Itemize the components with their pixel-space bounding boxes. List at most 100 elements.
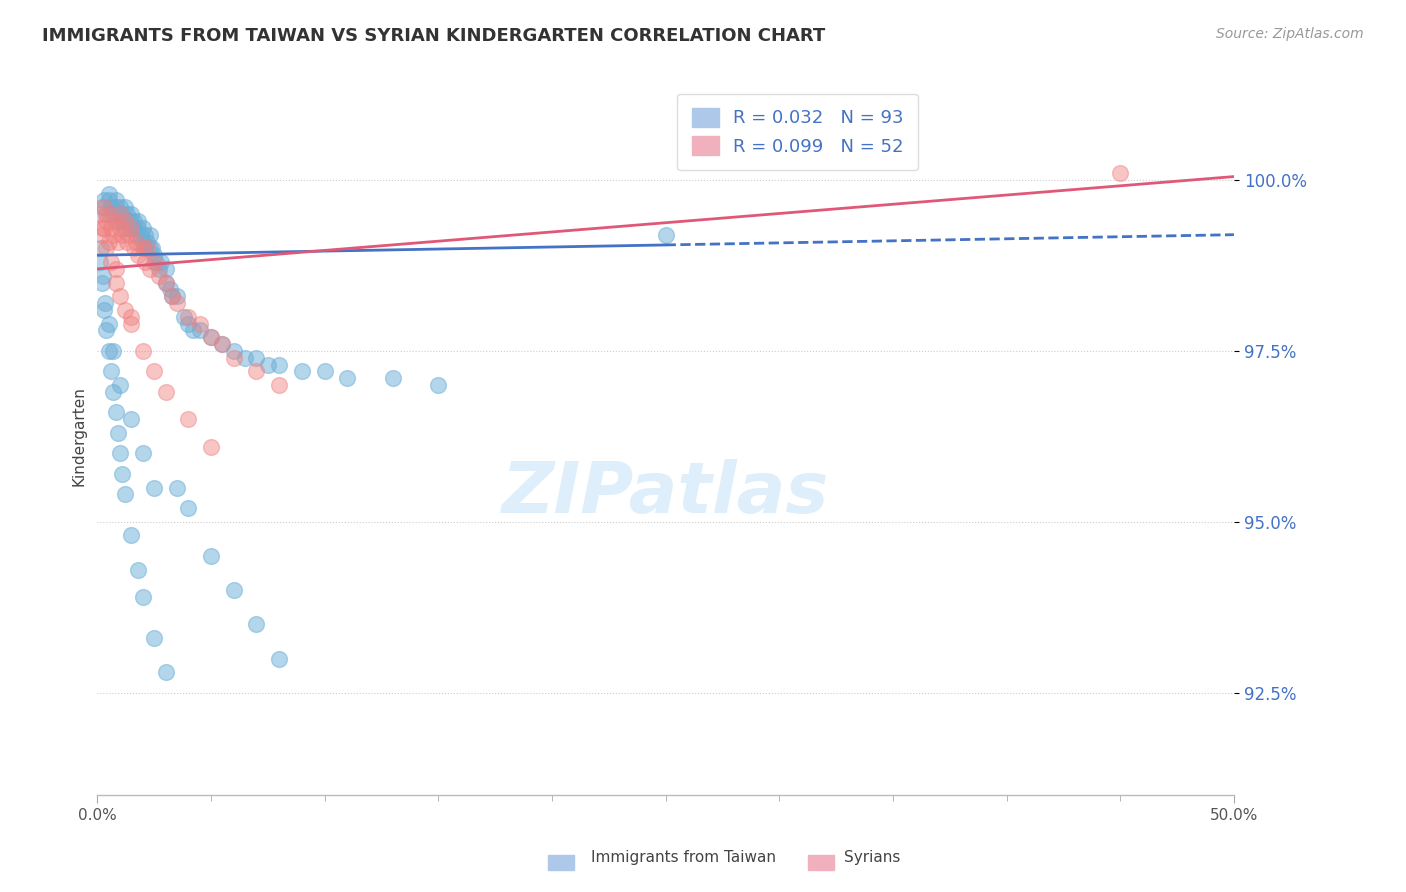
Point [245,364,267,378]
Point [107,425,129,440]
Text: Syrians: Syrians [844,850,900,865]
Point [291,364,314,378]
Text: IMMIGRANTS FROM TAIWAN VS SYRIAN KINDERGARTEN CORRELATION CHART: IMMIGRANTS FROM TAIWAN VS SYRIAN KINDERG… [42,27,825,45]
Point [136,235,159,249]
Point [91,268,114,283]
Point [233,351,256,365]
Point [200,549,222,563]
Point [103,227,125,242]
Point [103,384,125,399]
Point [269,358,291,372]
Point [143,255,166,269]
Point [654,227,676,242]
Point [162,289,184,303]
Point [115,214,138,228]
Point [166,481,188,495]
Point [96,207,118,221]
Point [114,200,136,214]
Point [269,651,291,665]
Point [104,405,127,419]
Point [125,227,148,242]
Point [118,220,141,235]
Point [90,241,112,255]
Point [269,378,291,392]
Point [148,268,170,283]
Point [132,446,155,460]
Point [96,323,118,337]
Point [134,255,156,269]
Point [143,364,166,378]
Point [111,207,134,221]
Point [104,200,127,214]
Point [177,501,200,516]
Point [114,302,136,317]
Point [90,276,112,290]
Point [162,289,184,303]
Point [100,200,122,214]
Point [111,214,134,228]
Y-axis label: Kindergarten: Kindergarten [72,386,86,486]
Point [155,261,177,276]
Point [107,235,129,249]
Point [132,241,155,255]
Point [181,323,204,337]
Point [120,310,142,324]
Point [114,487,136,501]
Point [173,310,195,324]
Point [177,412,200,426]
Point [122,241,145,255]
Point [115,235,138,249]
Point [111,227,134,242]
Point [103,207,125,221]
Point [381,371,404,385]
Point [120,220,142,235]
Point [118,227,141,242]
Point [141,241,163,255]
Point [188,323,211,337]
Point [200,330,222,344]
Point [97,343,120,358]
Point [97,207,120,221]
Point [93,220,115,235]
Point [108,207,131,221]
Point [97,235,120,249]
Point [132,590,155,604]
Point [120,207,142,221]
Point [93,194,115,208]
Point [120,528,142,542]
Point [143,631,166,645]
Point [166,289,188,303]
Point [120,317,142,331]
Point [127,220,149,235]
Point [155,276,177,290]
Point [138,241,160,255]
Point [145,255,167,269]
Point [90,227,112,242]
Point [125,235,148,249]
Point [1109,166,1132,180]
Point [129,227,152,242]
Point [132,220,155,235]
Point [177,317,200,331]
Point [108,289,131,303]
Point [104,214,127,228]
Point [89,255,111,269]
Point [138,227,160,242]
Point [114,220,136,235]
Point [150,255,173,269]
Point [90,220,112,235]
Point [200,440,222,454]
Point [94,296,117,310]
Point [120,214,142,228]
Point [143,248,166,262]
Point [222,351,245,365]
Point [314,364,336,378]
Point [122,220,145,235]
Point [245,617,267,632]
Point [127,563,149,577]
Point [138,261,160,276]
Text: Immigrants from Taiwan: Immigrants from Taiwan [591,850,776,865]
Point [177,310,200,324]
Point [200,330,222,344]
Point [148,261,170,276]
